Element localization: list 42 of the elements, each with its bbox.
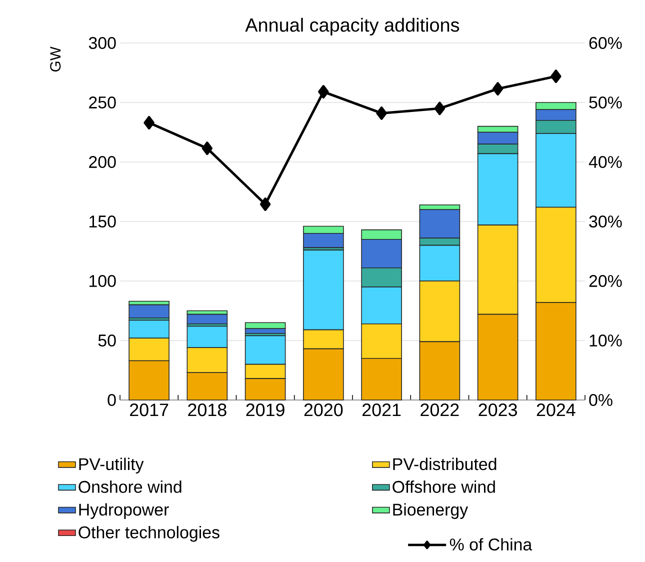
- legend-label: PV-utility: [79, 458, 144, 474]
- point: [202, 142, 213, 156]
- x-tick-label: 2024: [536, 404, 576, 416]
- x-tick-label: 2021: [362, 404, 401, 416]
- legend-label: Offshore wind: [392, 480, 495, 493]
- y2-tick-label: 20%: [589, 275, 622, 287]
- legend-label: % of China: [450, 538, 532, 551]
- point: [318, 85, 329, 99]
- x-tick-label: 2018: [188, 404, 226, 416]
- x-tick-label: 2022: [420, 404, 459, 416]
- chart-title: Annual capacity additions: [245, 18, 460, 36]
- legend-label: Hydropower: [79, 503, 169, 519]
- legend-label: PV-distributed: [393, 458, 496, 470]
- legend-label: Bioenergy: [393, 503, 468, 519]
- y-tick-label: 250: [89, 96, 116, 108]
- y2-tick-label: 60%: [589, 37, 622, 49]
- y-axis-title: GW: [50, 46, 61, 72]
- point: [376, 106, 387, 120]
- bar: [128, 304, 170, 318]
- point: [550, 70, 562, 84]
- x-tick-label: 2020: [304, 404, 343, 416]
- point: [144, 116, 154, 130]
- x-tick-label: 2019: [246, 404, 284, 416]
- point: [260, 198, 271, 211]
- y-tick-label: 300: [88, 37, 116, 49]
- y-tick-label: 50: [98, 334, 116, 346]
- y-tick-label: 100: [90, 275, 116, 287]
- point: [492, 82, 504, 96]
- y-tick-label: 0: [108, 394, 116, 406]
- point: [434, 102, 446, 116]
- y2-tick-label: 50%: [589, 96, 622, 108]
- legend-label: Other technologies: [78, 526, 220, 542]
- y-tick-label: 200: [89, 156, 116, 168]
- legend-label: Onshore wind: [78, 480, 182, 493]
- y-tick-label: 150: [90, 216, 116, 228]
- y2-tick-label: 0%: [589, 394, 612, 406]
- bar: [186, 314, 228, 324]
- y2-tick-label: 10%: [590, 334, 622, 346]
- y2-tick-label: 40%: [588, 156, 622, 168]
- y2-tick-label: 30%: [589, 216, 622, 228]
- x-tick-label: 2017: [130, 404, 168, 416]
- x-tick-label: 2023: [478, 404, 517, 416]
